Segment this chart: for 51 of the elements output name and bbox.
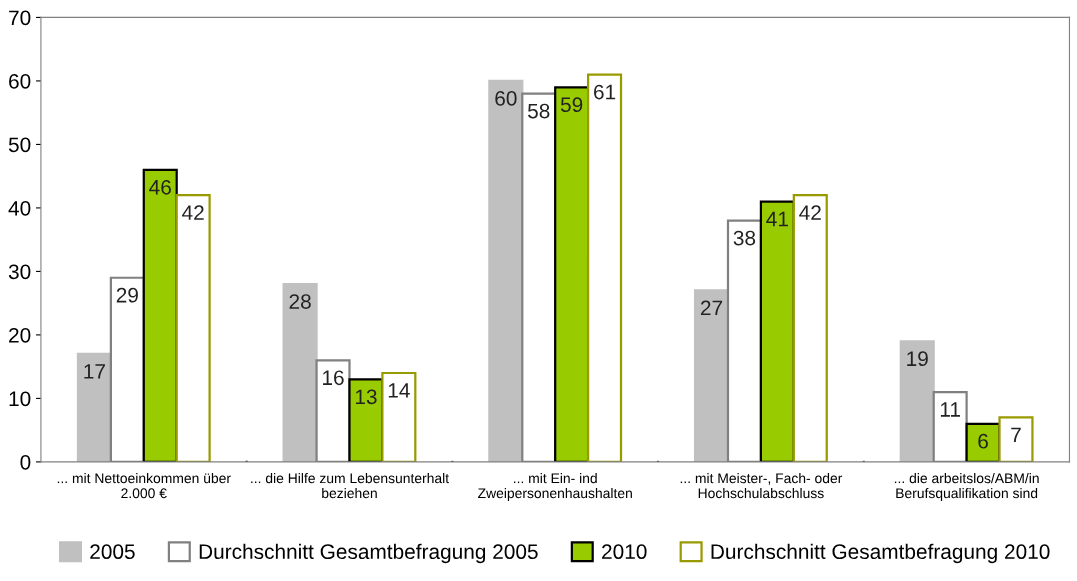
y-tick-label: 40: [8, 200, 31, 216]
x-tick-label: ... mit Nettoeinkommen über 2.000 €: [57, 473, 231, 499]
data-label: 46: [149, 179, 171, 195]
bar: [587, 73, 623, 462]
bar: [282, 283, 318, 462]
data-label: 29: [116, 287, 138, 303]
y-tick-label: 20: [9, 327, 31, 343]
data-label: 59: [560, 97, 583, 113]
data-label: 58: [527, 103, 550, 119]
data-label: 41: [766, 211, 788, 227]
legend-label: Durchschnitt Gesamtbefragung 2010: [711, 543, 1050, 564]
data-label: 13: [355, 389, 377, 405]
bar: [759, 200, 795, 462]
bar: [998, 416, 1034, 462]
x-tick-label: ... die arbeitslos/ABM/in Berufsqualifikation sind: [894, 473, 1039, 501]
bar: [76, 352, 112, 462]
bar: [488, 79, 524, 462]
data-label: 7: [1011, 427, 1021, 443]
bar: [554, 86, 590, 462]
data-label: 17: [84, 364, 105, 379]
legend-label: Durchschnitt Gesamtbefragung 2005: [199, 543, 538, 564]
legend-label: 2010: [602, 544, 647, 560]
data-label: 60: [495, 91, 517, 106]
legend-label: 2005: [90, 544, 135, 560]
y-tick-label: 60: [9, 73, 31, 89]
data-label: 27: [700, 300, 723, 316]
bar: [792, 194, 828, 462]
y-tick-label: 10: [9, 391, 31, 407]
data-label: 42: [182, 205, 204, 220]
bar: [348, 378, 384, 462]
y-tick-label: 70: [9, 10, 31, 26]
y-tick-label: 30: [8, 264, 31, 280]
bar: [899, 340, 935, 462]
data-label: 16: [323, 370, 344, 386]
data-label: 42: [799, 205, 821, 220]
data-label: 38: [733, 230, 756, 246]
x-tick-label: ... mit Ein- ind Zweipersonenhaushalten: [478, 473, 632, 501]
data-label: 19: [907, 351, 928, 367]
data-label: 28: [289, 294, 311, 309]
data-label: 61: [594, 84, 616, 100]
bar: [693, 289, 730, 462]
y-tick-label: 0: [20, 454, 31, 470]
bar: [142, 168, 178, 462]
data-label: 14: [388, 383, 410, 398]
data-label: 6: [978, 433, 988, 449]
bar: [381, 371, 417, 462]
data-label: 11: [940, 402, 960, 417]
y-tick-label: 50: [8, 137, 31, 153]
x-tick-label: ... mit Meister-, Fach- oder Hochschulabschluss: [680, 473, 843, 499]
x-tick-label: ... die Hilfe zum Lebensunterhalt beziehen: [251, 473, 449, 499]
bar: [175, 194, 211, 462]
